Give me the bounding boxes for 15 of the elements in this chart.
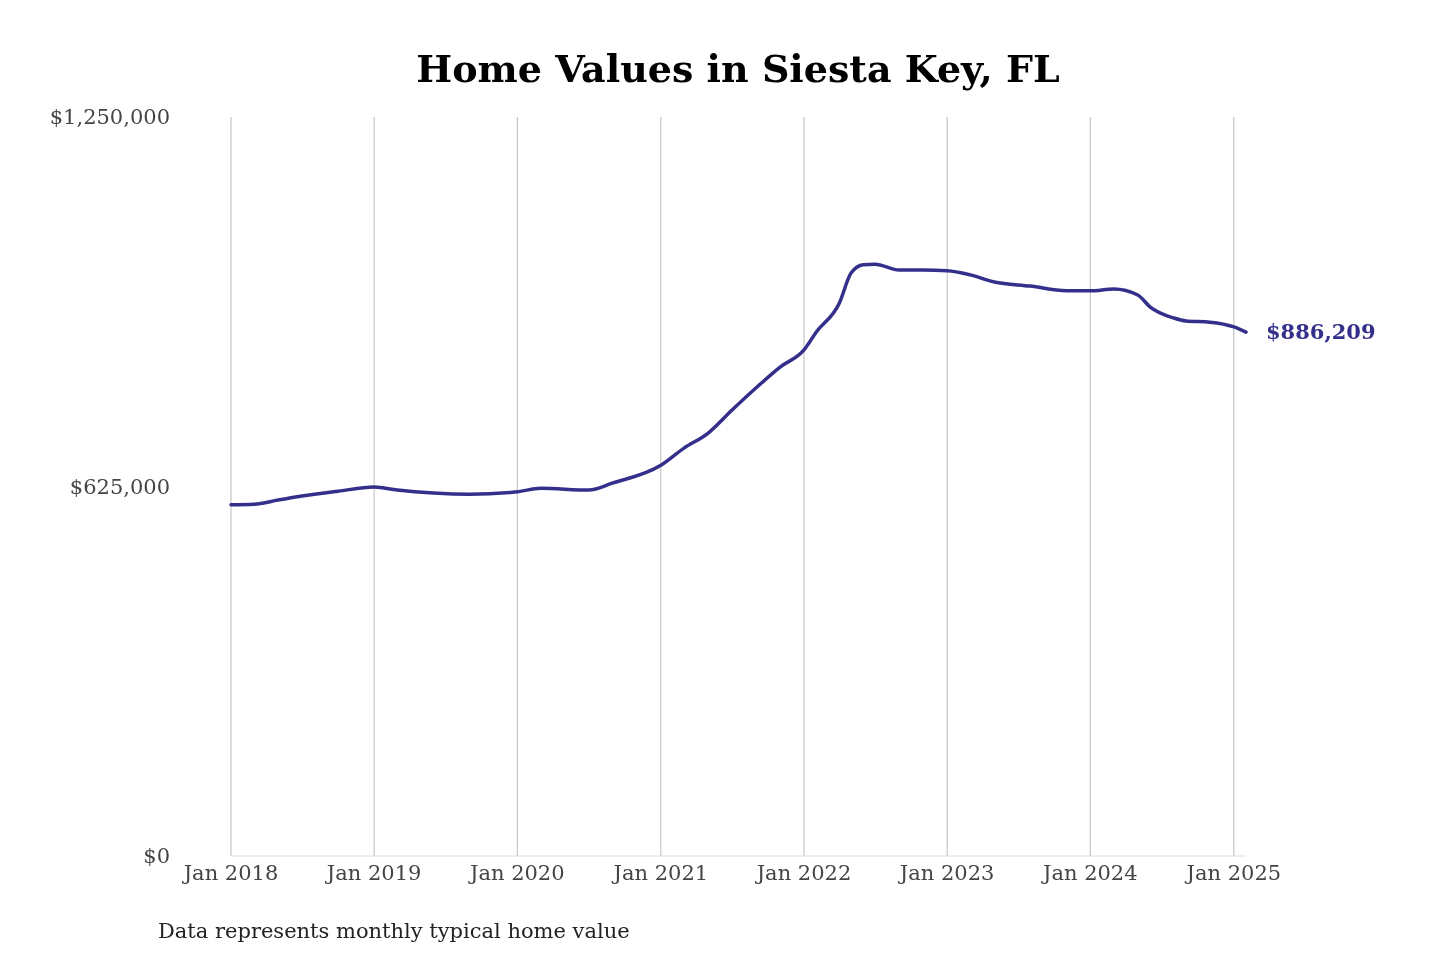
y-tick-label: $625,000 [69, 474, 170, 499]
chart-title: Home Values in Siesta Key, FL [416, 46, 1060, 91]
y-tick-label: $0 [143, 844, 170, 868]
text: Data represents monthly typical home value [158, 919, 630, 943]
x-tick-label: Jan 2021 [611, 861, 709, 885]
x-tick-label: Jan 2023 [897, 861, 995, 885]
line-series [229, 262, 1248, 507]
x-tick-label: Jan 2025 [1184, 861, 1282, 885]
y-tick-label: $1,250,000 [49, 105, 170, 129]
annotation: $886,209 [1266, 319, 1376, 345]
x-tick-label: Jan 2024 [1041, 861, 1138, 885]
x-tick-label: Jan 2022 [754, 861, 852, 885]
x-tick-label: Jan 2018 [181, 861, 279, 885]
x-tick-label: Jan 2020 [468, 861, 565, 885]
x-tick-label: Jan 2019 [324, 861, 422, 885]
